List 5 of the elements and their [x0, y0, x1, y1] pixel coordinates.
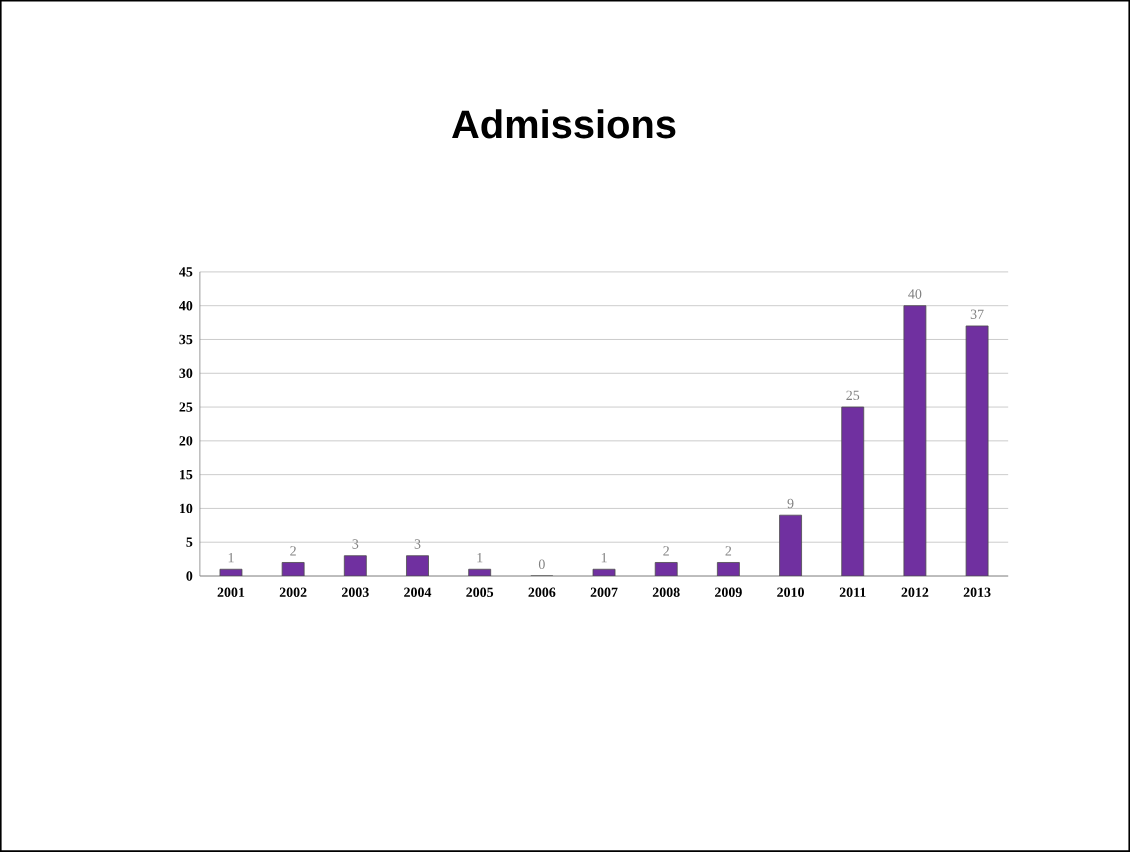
bar: [841, 406, 865, 577]
chart-title: Admissions: [452, 109, 676, 139]
bar: [965, 325, 989, 577]
bar: [903, 305, 927, 577]
bar: [779, 514, 802, 577]
